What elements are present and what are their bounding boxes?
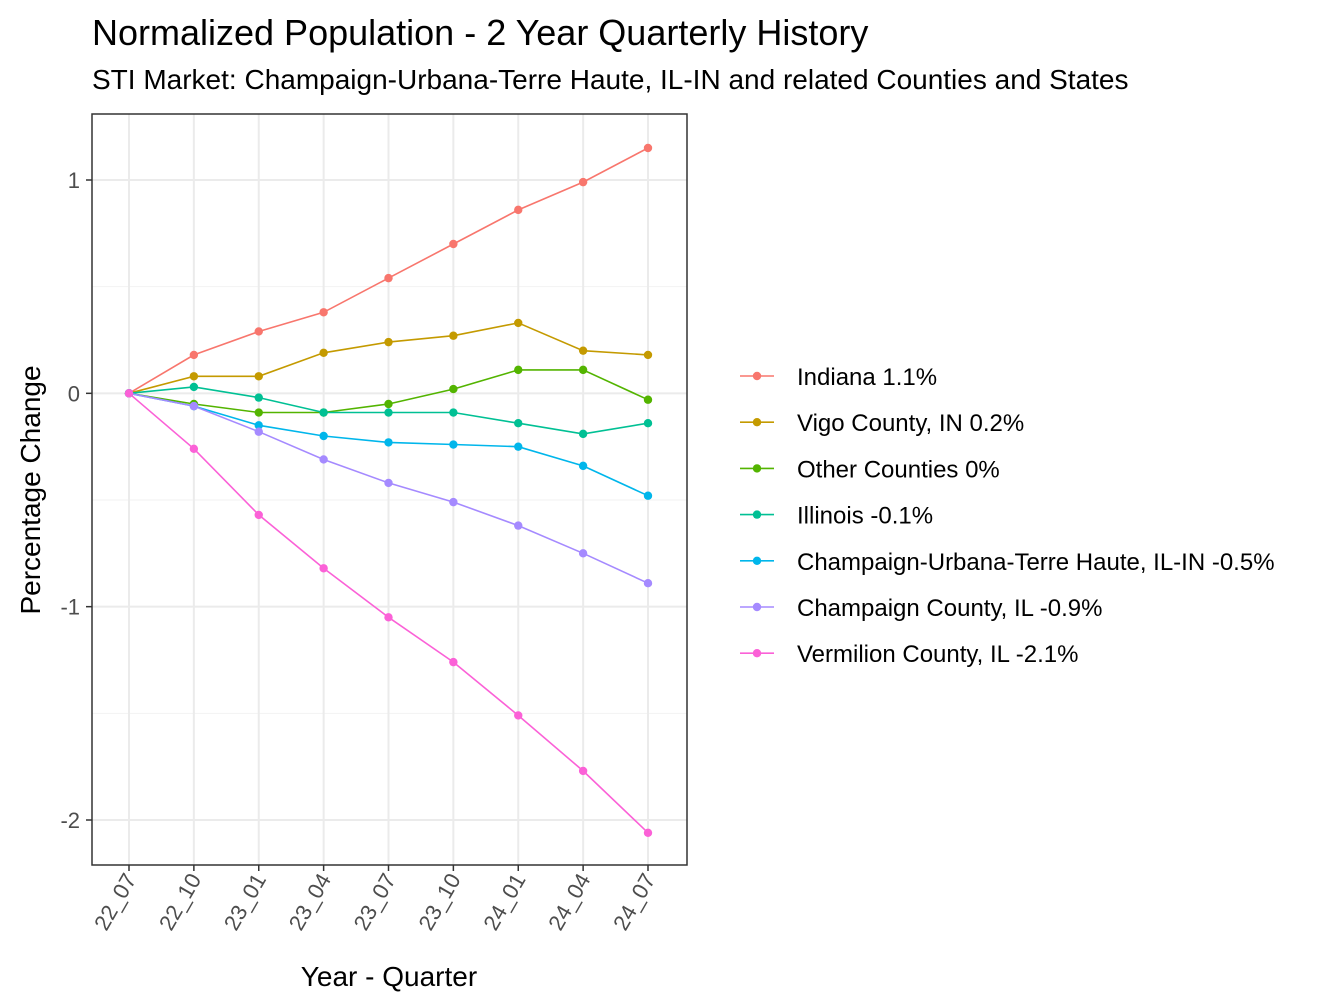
x-axis: 22_07 22_10 23_01 23_04 23_07 23_10 24_01 24_04… xyxy=(89,865,660,934)
data-point xyxy=(514,521,523,530)
data-point xyxy=(514,365,523,375)
data-point xyxy=(643,143,653,153)
x-tick-label: 24_01 xyxy=(478,869,530,934)
x-tick-label: 24_04 xyxy=(543,869,595,934)
data-point xyxy=(578,766,588,776)
x-tick-label: 23_07 xyxy=(349,869,401,934)
data-point xyxy=(578,346,588,355)
legend-label: Vermilion County, IL -2.1% xyxy=(797,641,1078,668)
data-point xyxy=(319,564,328,573)
legend-label: Vigo County, IN 0.2% xyxy=(797,410,1024,437)
data-point xyxy=(124,389,134,398)
data-point xyxy=(578,461,588,471)
x-tick-label: 23_01 xyxy=(219,869,271,934)
data-point xyxy=(319,455,328,464)
data-point xyxy=(643,491,653,500)
data-point xyxy=(384,337,393,347)
data-point xyxy=(578,177,588,187)
data-point xyxy=(319,431,328,441)
legend-key-point xyxy=(752,510,762,519)
data-point xyxy=(384,273,393,283)
data-point xyxy=(578,429,588,439)
y-tick-label: 0 xyxy=(68,381,80,406)
legend: Indiana 1.1% Vigo County, IN 0.2% Other Co… xyxy=(740,364,1275,668)
data-point xyxy=(254,327,263,336)
data-point xyxy=(254,421,263,430)
data-point xyxy=(189,444,199,453)
data-point xyxy=(578,549,588,558)
y-axis: 1 0 -1 -2 xyxy=(60,168,92,833)
data-point xyxy=(514,318,523,328)
data-point xyxy=(384,613,393,622)
legend-label: Champaign County, IL -0.9% xyxy=(797,595,1103,622)
data-point xyxy=(514,711,523,720)
x-tick-label: 23_10 xyxy=(413,869,465,934)
data-point xyxy=(514,419,523,428)
data-point xyxy=(254,372,263,381)
legend-key-point xyxy=(752,371,762,381)
data-point xyxy=(254,427,263,436)
data-point xyxy=(514,442,523,451)
y-axis-title: Percentage Change xyxy=(15,365,46,614)
data-point xyxy=(254,408,263,417)
y-tick-label: -1 xyxy=(60,595,80,620)
data-point xyxy=(384,438,393,447)
y-tick-label: -2 xyxy=(60,808,80,833)
legend-label: Other Counties 0% xyxy=(797,456,1000,483)
chart-title: Normalized Population - 2 Year Quarterly… xyxy=(92,12,869,53)
data-point xyxy=(514,205,523,215)
x-axis-title: Year - Quarter xyxy=(301,961,477,992)
data-point xyxy=(643,419,653,428)
series-points xyxy=(124,143,653,837)
x-tick-label: 24_07 xyxy=(608,869,660,934)
legend-key-point xyxy=(752,464,762,473)
data-point xyxy=(449,408,458,417)
data-point xyxy=(189,350,199,360)
data-point xyxy=(449,440,458,449)
legend-label: Champaign-Urbana-Terre Haute, IL-IN -0.5… xyxy=(797,549,1275,576)
legend-label: Indiana 1.1% xyxy=(797,364,937,391)
data-point xyxy=(449,331,458,340)
data-point xyxy=(189,372,199,381)
data-point xyxy=(254,510,263,520)
data-point xyxy=(449,497,458,507)
data-point xyxy=(189,401,199,411)
x-tick-label: 22_10 xyxy=(154,869,206,934)
data-point xyxy=(384,399,393,409)
legend-key-point xyxy=(752,602,762,612)
data-point xyxy=(643,350,653,360)
x-tick-label: 22_07 xyxy=(89,869,141,934)
data-point xyxy=(319,408,328,417)
y-tick-label: 1 xyxy=(68,168,80,193)
x-tick-label: 23_04 xyxy=(284,869,336,934)
legend-key-point xyxy=(752,556,762,565)
data-point xyxy=(449,657,458,667)
data-point xyxy=(449,239,458,249)
data-point xyxy=(319,348,328,357)
data-point xyxy=(384,408,393,417)
legend-key-point xyxy=(752,418,762,427)
data-point xyxy=(189,382,199,392)
data-point xyxy=(643,395,653,404)
plot-panel-border xyxy=(91,113,688,866)
data-point xyxy=(643,828,653,837)
data-point xyxy=(384,478,393,488)
legend-key-point xyxy=(752,649,762,658)
data-point xyxy=(449,384,458,394)
legend-label: Illinois -0.1% xyxy=(797,503,933,530)
grid-major-lines xyxy=(92,114,687,865)
data-point xyxy=(643,579,653,588)
data-point xyxy=(578,365,588,375)
data-point xyxy=(254,393,263,402)
chart-subtitle: STI Market: Champaign-Urbana-Terre Haute… xyxy=(92,64,1129,95)
data-point xyxy=(319,308,328,317)
